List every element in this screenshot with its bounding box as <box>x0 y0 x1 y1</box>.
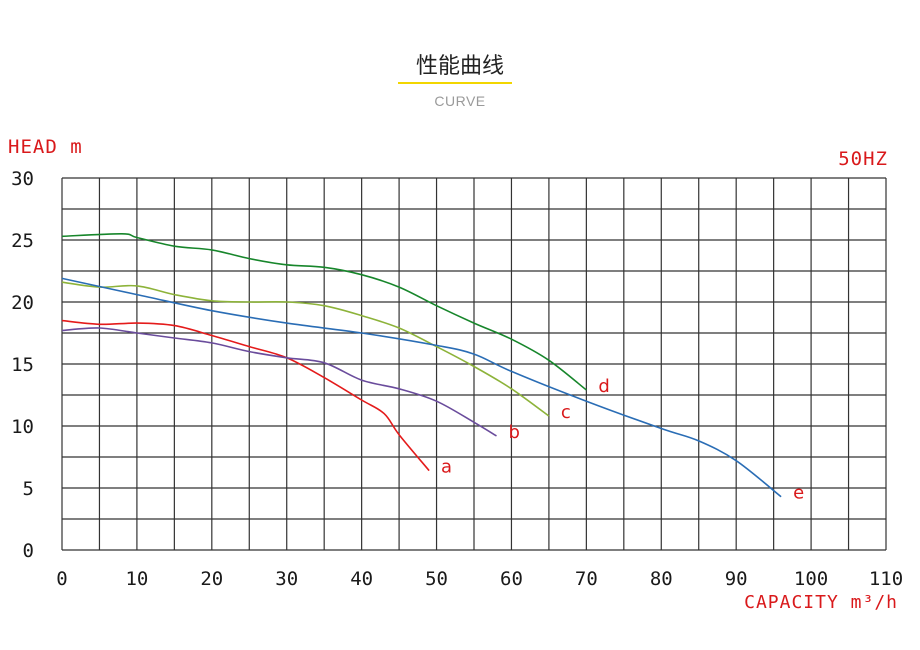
series-label-b: b <box>508 422 519 443</box>
chart-subtitle: CURVE <box>434 93 486 109</box>
x-tick-label: 0 <box>56 568 67 590</box>
y-tick-label: 0 <box>23 540 34 562</box>
x-tick-label: 20 <box>200 568 223 590</box>
chart-ticks: 0 10 20 30 40 50 60 70 80 90 100 110 0 5 10 15 20 25 30 <box>11 168 903 590</box>
frequency-annotation: 50HZ <box>838 148 888 170</box>
x-tick-label: 90 <box>725 568 748 590</box>
x-tick-label: 60 <box>500 568 523 590</box>
x-tick-label: 40 <box>350 568 373 590</box>
series-line-b <box>61 327 497 437</box>
y-tick-label: 20 <box>11 292 34 314</box>
x-tick-label: 70 <box>575 568 598 590</box>
y-tick-label: 30 <box>11 168 34 190</box>
y-axis-label: HEAD m <box>8 136 83 158</box>
x-tick-label: 10 <box>125 568 148 590</box>
series-label-e: e <box>793 483 804 504</box>
series-line-e <box>61 277 782 498</box>
series-line-a <box>61 319 430 472</box>
title-underline <box>398 82 512 84</box>
y-tick-label: 25 <box>11 230 34 252</box>
y-tick-label: 5 <box>23 478 34 500</box>
x-axis-label: CAPACITY m³/h <box>744 592 898 613</box>
series-label-d: d <box>598 376 609 397</box>
series-label-a: a <box>441 457 452 478</box>
x-tick-label: 80 <box>650 568 673 590</box>
chart-series-labels: a b c d e <box>441 376 804 504</box>
y-tick-label: 15 <box>11 354 34 376</box>
y-tick-label: 10 <box>11 416 34 438</box>
chart-title: 性能曲线 <box>415 54 504 79</box>
x-tick-label: 100 <box>794 568 828 590</box>
x-tick-label: 110 <box>869 568 903 590</box>
x-tick-label: 50 <box>425 568 448 590</box>
series-label-c: c <box>561 402 571 423</box>
series-line-d <box>61 232 587 391</box>
chart-series <box>61 232 782 498</box>
series-line-c <box>61 281 550 417</box>
chart-grid <box>61 177 887 551</box>
x-tick-label: 30 <box>275 568 298 590</box>
